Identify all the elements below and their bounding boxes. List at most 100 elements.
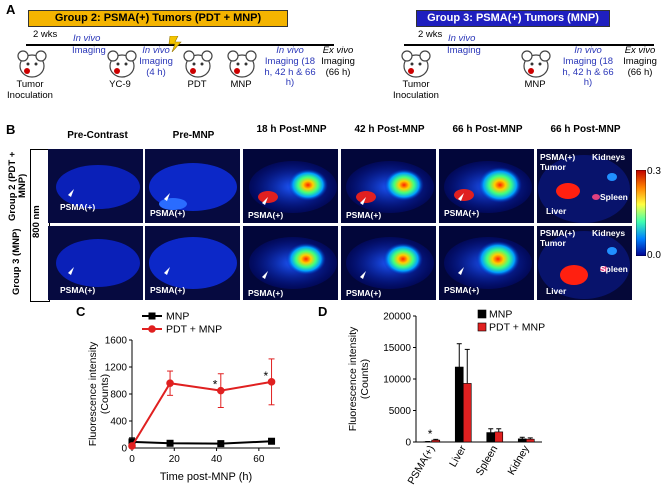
tumor-label: PSMA(+) — [248, 288, 284, 298]
series-line-1 — [131, 380, 272, 447]
tumor-label: PSMA(+) — [444, 285, 480, 295]
x-tick-label: 40 — [211, 454, 223, 465]
group3-step-invivo-late: Imaging (18 h, 42 h & 66 h) — [562, 56, 614, 88]
group2-step-exvivo: Imaging (66 h) — [321, 56, 355, 78]
colorbar-min: 0.0 — [647, 250, 661, 261]
y-axis-label: Fluorescence intensity — [87, 341, 99, 446]
legend-label: PDT + MNP — [166, 324, 222, 336]
y-axis-label-unit: (Counts) — [99, 374, 111, 414]
x-tick-label: 0 — [129, 454, 135, 465]
group3-weeks: 2 wks — [418, 29, 443, 40]
legend-swatch — [477, 309, 487, 319]
significance-marker: * — [428, 427, 433, 441]
tumor-label: PSMA(+) — [150, 285, 186, 295]
y-tick-label: 15000 — [383, 343, 411, 354]
group2-step-invivo-late: Imaging (18 h, 42 h & 66 h) — [264, 56, 316, 88]
fluorescence-image-grid — [48, 149, 632, 300]
group3-title: Group 3: PSMA(+) Tumors (MNP) — [427, 12, 599, 24]
data-point — [217, 440, 225, 448]
y-tick-label: 0 — [121, 444, 127, 455]
x-axis-label: Time post-MNP (h) — [160, 471, 252, 483]
row-label-group3: Group 3 (MNP) — [11, 228, 22, 296]
panel-c-letter: C — [76, 304, 86, 319]
tumor-label: PSMA(+) — [346, 288, 382, 298]
y-tick-label: 10000 — [383, 375, 411, 386]
group3-step-mnp: MNP — [524, 79, 546, 90]
legend-label: MNP — [166, 311, 189, 323]
group3-title-box: Group 3: PSMA(+) Tumors (MNP) — [416, 10, 610, 27]
group2-title-box: Group 2: PSMA(+) Tumors (PDT + MNP) — [28, 10, 288, 27]
data-point — [166, 379, 174, 387]
mouse-icon — [107, 50, 137, 78]
exvivo-liver-label: Liver — [546, 206, 567, 216]
exvivo-kidneys-label: Kidneys — [592, 152, 626, 162]
exvivo-spleen-label: Spleen — [600, 264, 628, 274]
data-point — [128, 442, 136, 450]
data-point — [268, 437, 276, 445]
group3-invivo-1-sub: Imaging — [447, 45, 481, 56]
bar — [517, 438, 527, 443]
mouse-icon — [521, 50, 551, 78]
legend-swatch — [477, 322, 487, 332]
y-tick-label: 400 — [110, 417, 127, 428]
colorbar-max: 0.3 — [647, 166, 661, 177]
colorbar — [636, 170, 646, 256]
header-42h: 42 h Post-MNP — [354, 124, 425, 135]
row-label-group2: Group 2 (PDT + MNP) — [7, 151, 28, 221]
group2-step-yc9: YC-9 — [109, 79, 131, 90]
exvivo-spleen-label: Spleen — [600, 192, 628, 202]
data-point — [166, 439, 174, 447]
significance-marker: * — [213, 378, 218, 392]
tumor-label: PSMA(+) — [248, 210, 284, 220]
legend-marker — [148, 325, 156, 333]
wavelength-label: 800 nm — [31, 205, 42, 239]
group3-timeline — [404, 44, 654, 46]
data-point — [217, 386, 225, 395]
row-label-frame — [30, 149, 50, 302]
lightning-icon — [168, 36, 182, 52]
y-tick-label: 5000 — [389, 406, 412, 417]
group3-invivo-1: In vivo — [448, 33, 476, 44]
data-point — [267, 378, 276, 386]
bar — [486, 432, 496, 443]
bar — [454, 366, 464, 443]
group2-title: Group 2: PSMA(+) Tumors (PDT + MNP) — [54, 12, 262, 24]
bar — [431, 439, 441, 443]
legend-label: MNP — [489, 309, 512, 321]
group2-invivo-1: In vivo — [73, 33, 101, 44]
chart-d: 0 5000 10000 15000 20000 Fluorescence intensi… — [347, 309, 545, 487]
data-point — [128, 438, 136, 446]
tumor-label: PSMA(+) — [60, 285, 96, 295]
panel-a-letter: A — [6, 2, 16, 17]
mouse-icon — [17, 50, 47, 78]
legend-marker — [148, 312, 156, 320]
mouse-icon — [401, 50, 431, 78]
panel-d-letter: D — [318, 304, 328, 319]
exvivo-liver-label: Liver — [546, 286, 567, 296]
group2-timeline — [26, 44, 334, 46]
group2-weeks: 2 wks — [33, 29, 58, 40]
group3-step-tumor: Tumor Inoculation — [393, 79, 439, 101]
group2-step-tumor: Tumor Inoculation — [7, 79, 53, 101]
x-category-label: Liver — [447, 443, 469, 469]
exvivo-tumor-label: PSMA(+) Tumor — [540, 228, 576, 248]
exvivo-tumor-label: PSMA(+) Tumor — [540, 152, 576, 172]
bar — [525, 438, 535, 443]
y-tick-label: 1600 — [105, 336, 128, 347]
x-tick-label: 60 — [253, 454, 265, 465]
group3-step-exvivo: Imaging (66 h) — [623, 56, 657, 78]
y-tick-label: 0 — [405, 438, 411, 449]
x-category-label: Spleen — [474, 443, 501, 477]
mouse-icon — [227, 50, 257, 78]
group3-step-exvivo-i: Ex vivo — [624, 45, 656, 56]
panel-b-letter: B — [6, 122, 16, 137]
bar — [494, 431, 504, 443]
header-pre-mnp: Pre-MNP — [172, 130, 215, 141]
series-line-0 — [131, 440, 272, 445]
group2-step-pdt: PDT — [187, 79, 207, 90]
mouse-icon — [183, 50, 213, 78]
group2-step-exvivo-i: Ex vivo — [322, 45, 354, 56]
header-66h-exvivo: 66 h Post-MNP — [550, 124, 621, 135]
bar — [462, 383, 472, 443]
